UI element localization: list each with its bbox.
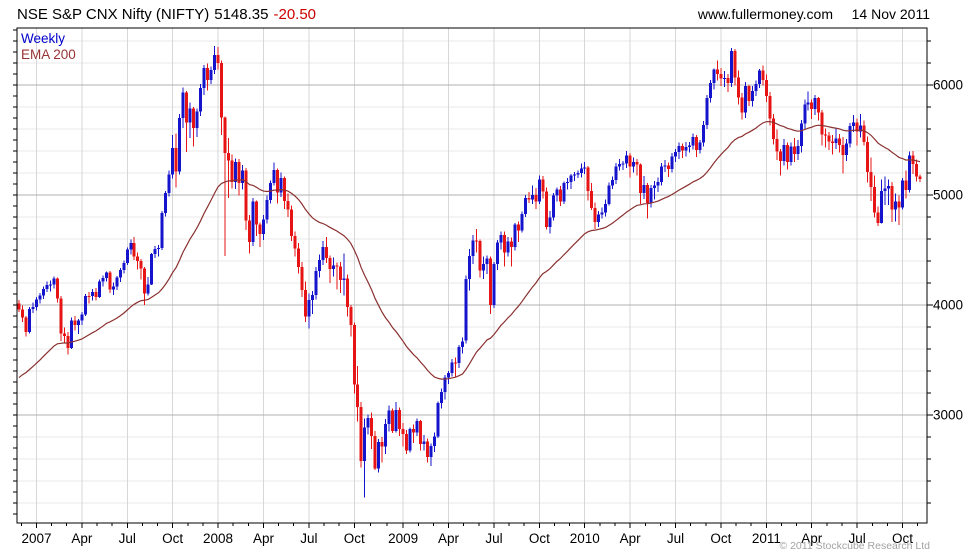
x-tick-label: Apr [620,531,642,546]
title-symbol: NSE S&P CNX Nifty (NIFTY) [17,6,209,23]
gridlines-layer [17,28,927,523]
x-tick-label: Oct [162,531,183,546]
x-tick-label: 2007 [21,531,51,546]
x-tick-label: 2010 [570,531,600,546]
title-last-price: 5148.35 [214,6,268,23]
y-tick-label: 4000 [933,298,963,313]
date-label: 14 Nov 2011 [852,6,931,22]
x-tick-label: 2011 [752,531,781,546]
ema-200-line [18,120,921,380]
x-tick-label: Jul [300,531,317,546]
x-tick-label: 2008 [203,531,233,546]
title-change: -20.50 [273,6,316,23]
x-tick-label: 2009 [388,531,418,546]
plot-border [16,27,928,524]
y-tick-label: 5000 [933,188,963,203]
x-tick-label: Apr [801,531,823,546]
x-tick-label: Apr [71,531,93,546]
x-tick-label: Oct [892,531,913,546]
x-axis-labels: 2007 Apr Jul Oct 2008 Apr Jul Oct 2009 Apr Jul Oct 2… [21,531,913,546]
x-tick-label: Oct [344,531,365,546]
x-tick-label: Jul [485,531,502,546]
x-tick-label: Jul [667,531,684,546]
site-label: www.fullermoney.com [697,6,833,22]
y-tick-label: 6000 [933,78,963,93]
y-axis-labels: 3000 4000 5000 6000 [933,78,963,423]
x-tick-label: Apr [438,531,460,546]
y-tick-label: 3000 [933,408,963,423]
copyright-label: © 2011 Stockcube Research Ltd [779,540,930,552]
x-tick-label: Jul [119,531,136,546]
x-tick-label: Apr [253,531,275,546]
x-tick-label: Jul [849,531,866,546]
axis-ticks-layer [13,29,933,528]
legend-ema-label: EMA 200 [21,47,76,62]
legend-timeframe-label: Weekly [21,31,65,46]
chart-title: NSE S&P CNX Nifty (NIFTY) 5148.35 -20.50 [17,6,316,23]
candles-layer [17,45,922,498]
x-tick-label: Oct [529,531,550,546]
x-tick-label: Oct [710,531,731,546]
